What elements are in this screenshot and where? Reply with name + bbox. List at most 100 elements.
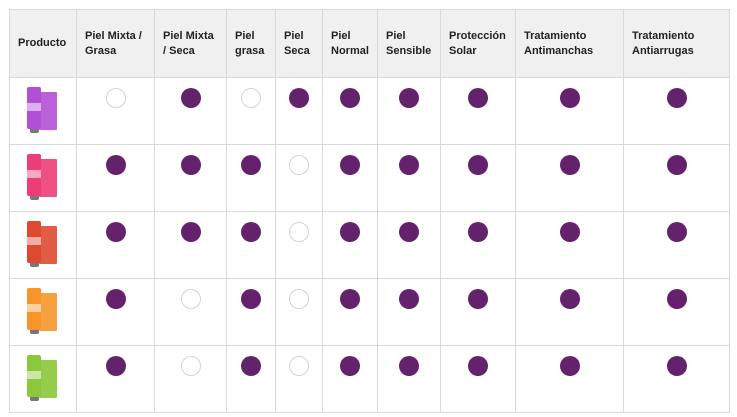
suitability-cell (76, 278, 155, 346)
empty-circle-icon (289, 289, 309, 309)
suitability-cell (76, 211, 155, 279)
column-header: Tratamiento Antiarrugas (623, 9, 730, 78)
table-body (9, 77, 730, 413)
filled-circle-icon (180, 155, 201, 175)
suitability-cell (623, 345, 730, 413)
suitability-cell (275, 278, 323, 346)
product-cell (9, 144, 77, 212)
suitability-cell (154, 211, 227, 279)
suitability-cell (377, 77, 441, 145)
red-bb-cream-product-icon (25, 221, 59, 267)
suitability-cell (76, 345, 155, 413)
suitability-cell (322, 345, 378, 413)
filled-circle-icon (666, 222, 687, 242)
empty-circle-icon (289, 356, 309, 376)
filled-circle-icon (399, 356, 419, 376)
filled-circle-icon (241, 289, 261, 309)
table-row (9, 211, 730, 279)
filled-circle-icon (559, 289, 580, 309)
suitability-cell (275, 345, 323, 413)
suitability-cell (154, 345, 227, 413)
suitability-cell (322, 144, 378, 212)
filled-circle-icon (289, 88, 309, 108)
column-header: Piel Mixta / Seca (154, 9, 227, 78)
suitability-cell (226, 345, 276, 413)
empty-circle-icon (289, 155, 309, 175)
filled-circle-icon (105, 222, 126, 242)
filled-circle-icon (399, 88, 419, 108)
suitability-cell (226, 211, 276, 279)
suitability-cell (226, 278, 276, 346)
suitability-cell (440, 345, 516, 413)
empty-circle-icon (241, 88, 261, 108)
suitability-cell (440, 77, 516, 145)
suitability-cell (623, 211, 730, 279)
filled-circle-icon (559, 155, 580, 175)
filled-circle-icon (666, 88, 687, 108)
filled-circle-icon (241, 155, 261, 175)
filled-circle-icon (559, 222, 580, 242)
filled-circle-icon (241, 356, 261, 376)
suitability-cell (515, 211, 624, 279)
suitability-cell (322, 278, 378, 346)
empty-circle-icon (180, 289, 201, 309)
suitability-cell (154, 77, 227, 145)
filled-circle-icon (399, 222, 419, 242)
filled-circle-icon (468, 88, 488, 108)
suitability-cell (154, 278, 227, 346)
suitability-cell (515, 144, 624, 212)
filled-circle-icon (468, 222, 488, 242)
column-header: Piel Mixta / Grasa (76, 9, 155, 78)
column-header: Producto (9, 9, 77, 78)
suitability-cell (440, 144, 516, 212)
table-row (9, 77, 730, 145)
product-comparison-table: Producto Piel Mixta / Grasa Piel Mixta /… (9, 9, 730, 413)
filled-circle-icon (340, 222, 360, 242)
suitability-cell (623, 278, 730, 346)
suitability-cell (515, 278, 624, 346)
suitability-cell (275, 144, 323, 212)
green-bb-cream-product-icon (25, 355, 59, 401)
empty-circle-icon (289, 222, 309, 242)
orange-bb-cream-product-icon (25, 288, 59, 334)
filled-circle-icon (105, 356, 126, 376)
filled-circle-icon (666, 155, 687, 175)
empty-circle-icon (105, 88, 126, 108)
suitability-cell (377, 144, 441, 212)
filled-circle-icon (180, 88, 201, 108)
filled-circle-icon (340, 289, 360, 309)
filled-circle-icon (340, 88, 360, 108)
filled-circle-icon (340, 155, 360, 175)
product-cell (9, 77, 77, 145)
empty-circle-icon (180, 356, 201, 376)
purple-bb-cream-product-icon (25, 87, 59, 133)
filled-circle-icon (468, 155, 488, 175)
filled-circle-icon (559, 88, 580, 108)
filled-circle-icon (241, 222, 261, 242)
product-cell (9, 211, 77, 279)
suitability-cell (377, 211, 441, 279)
filled-circle-icon (180, 222, 201, 242)
suitability-cell (440, 278, 516, 346)
suitability-cell (76, 77, 155, 145)
suitability-cell (76, 144, 155, 212)
table-row (9, 144, 730, 212)
suitability-cell (275, 77, 323, 145)
suitability-cell (154, 144, 227, 212)
suitability-cell (377, 278, 441, 346)
column-header: Protección Solar (440, 9, 516, 78)
filled-circle-icon (666, 289, 687, 309)
header-row: Producto Piel Mixta / Grasa Piel Mixta /… (9, 9, 730, 78)
column-header: Piel Normal (322, 9, 378, 78)
filled-circle-icon (468, 356, 488, 376)
suitability-cell (226, 144, 276, 212)
filled-circle-icon (105, 155, 126, 175)
product-cell (9, 278, 77, 346)
filled-circle-icon (559, 356, 580, 376)
table-row (9, 345, 730, 413)
filled-circle-icon (399, 289, 419, 309)
suitability-cell (515, 77, 624, 145)
suitability-cell (377, 345, 441, 413)
suitability-cell (623, 144, 730, 212)
column-header: Tratamiento Antimanchas (515, 9, 624, 78)
